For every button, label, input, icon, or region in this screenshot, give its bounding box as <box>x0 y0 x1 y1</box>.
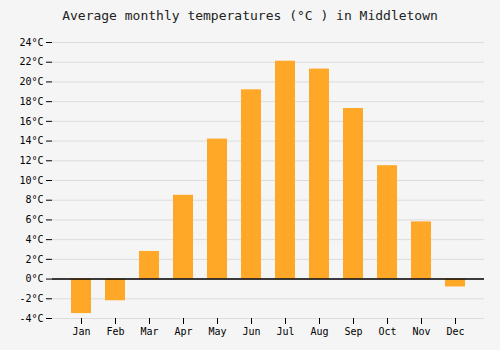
svg-text:Oct: Oct <box>378 326 396 337</box>
svg-text:Jan: Jan <box>72 326 90 337</box>
svg-text:Dec: Dec <box>446 326 464 337</box>
svg-text:May: May <box>208 326 226 337</box>
svg-text:4°C: 4°C <box>25 234 43 245</box>
svg-text:12°C: 12°C <box>19 155 43 166</box>
svg-text:0°C: 0°C <box>25 273 43 284</box>
svg-text:2°C: 2°C <box>25 254 43 265</box>
svg-text:16°C: 16°C <box>19 116 43 127</box>
svg-text:Apr: Apr <box>174 326 192 337</box>
svg-text:Feb: Feb <box>106 326 124 337</box>
svg-text:10°C: 10°C <box>19 175 43 186</box>
svg-text:Jul: Jul <box>276 326 294 337</box>
svg-text:Nov: Nov <box>412 326 430 337</box>
html-text:Average monthly temperatures (: Average monthly temperatures (°C ) in Mi… <box>62 8 438 23</box>
svg-text:Mar: Mar <box>140 326 158 337</box>
svg-text:20°C: 20°C <box>19 76 43 87</box>
svg-text:Sep: Sep <box>344 326 362 337</box>
svg-text:22°C: 22°C <box>19 56 43 67</box>
svg-text:-2°C: -2°C <box>19 293 43 304</box>
svg-text:14°C: 14°C <box>19 135 43 146</box>
svg-text:-4°C: -4°C <box>19 313 43 324</box>
svg-text:18°C: 18°C <box>19 96 43 107</box>
svg-text:6°C: 6°C <box>25 214 43 225</box>
svg-text:Aug: Aug <box>310 326 328 337</box>
svg-text:24°C: 24°C <box>19 37 43 48</box>
svg-text:8°C: 8°C <box>25 194 43 205</box>
svg-text:Jun: Jun <box>242 326 260 337</box>
